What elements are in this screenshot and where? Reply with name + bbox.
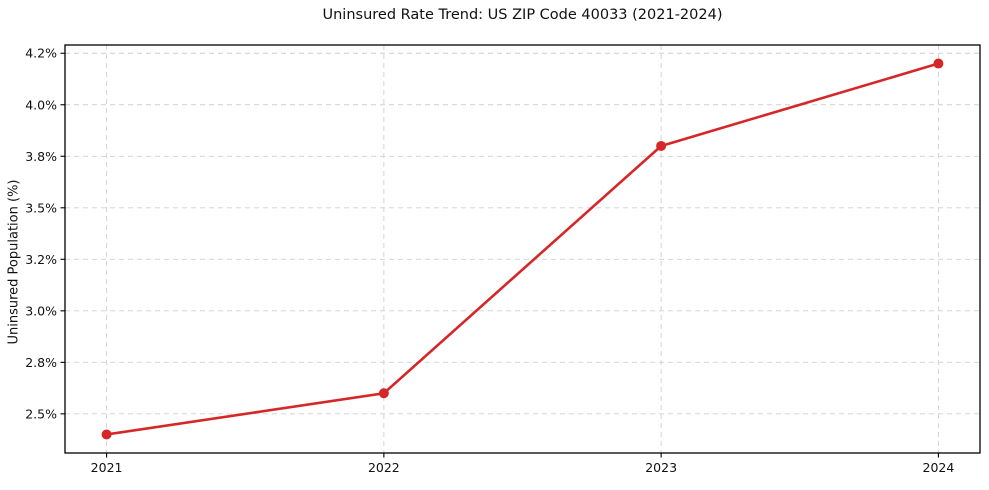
y-tick-label: 2.5% [25,406,57,421]
y-tick-label: 3.0% [25,303,57,318]
y-tick-label: 3.8% [25,149,57,164]
chart-title: Uninsured Rate Trend: US ZIP Code 40033 … [322,7,723,23]
y-tick-label: 2.8% [25,355,57,370]
data-point-marker [101,429,112,440]
x-tick-label: 2022 [368,460,400,475]
y-tick-label: 3.5% [25,200,57,215]
y-tick-label: 4.2% [25,46,57,61]
data-point-marker [378,388,389,399]
data-point-marker [933,58,944,69]
data-point-marker [656,140,667,151]
trend-line [105,62,940,436]
y-tick-label: 3.2% [25,252,57,267]
x-tick-label: 2024 [923,460,955,475]
y-tick-label: 4.0% [25,97,57,112]
x-tick-label: 2023 [645,460,677,475]
x-tick-label: 2021 [91,460,123,475]
axes-box [64,44,981,454]
